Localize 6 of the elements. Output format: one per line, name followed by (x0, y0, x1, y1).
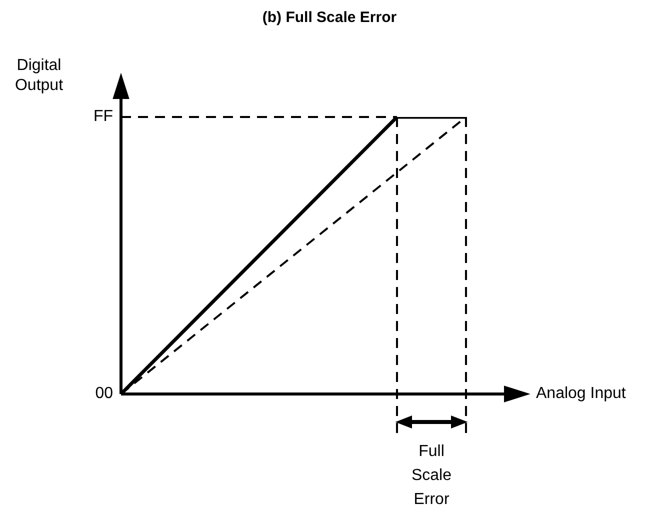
text: 00 (94, 384, 113, 404)
text: FF (92, 107, 113, 127)
x-axis-title: Analog Input (536, 384, 626, 404)
y-axis-title: Digital Output (14, 56, 64, 96)
text: Full Scale Error (410, 442, 453, 510)
chart-title: (b) Full Scale Error (261, 8, 398, 28)
